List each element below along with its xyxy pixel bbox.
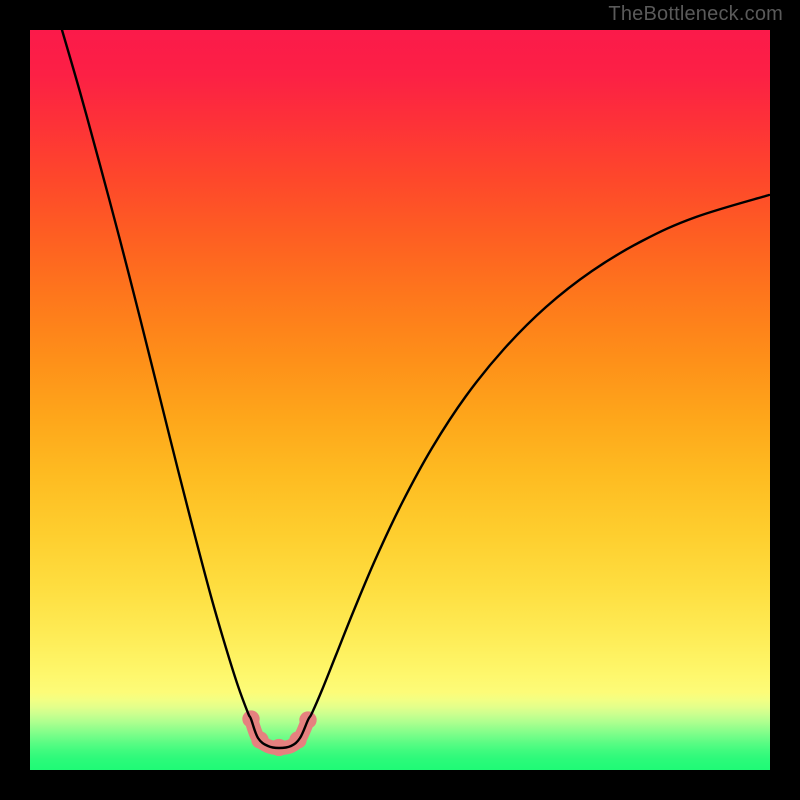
watermark-text: TheBottleneck.com (608, 3, 783, 26)
plot-background-gradient (30, 30, 770, 770)
chart-stage: TheBottleneck.com (0, 0, 800, 800)
